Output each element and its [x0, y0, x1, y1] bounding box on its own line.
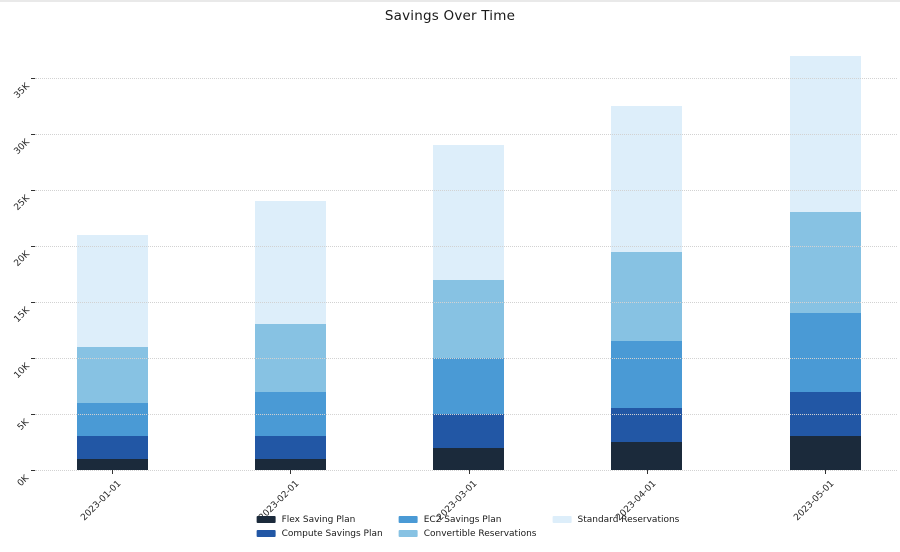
legend-item: Standard Reservations — [552, 514, 679, 525]
y-axis-tick — [31, 78, 35, 79]
legend-item: EC2 Savings Plan — [398, 514, 537, 525]
gridline — [35, 246, 897, 247]
bar-segment-1 — [433, 447, 505, 470]
gridline — [35, 78, 897, 79]
legend-label: EC2 Savings Plan — [423, 514, 502, 525]
bar-segment-5 — [789, 55, 861, 213]
chart-title: Savings Over Time — [384, 8, 516, 24]
bar-segment-3 — [433, 358, 505, 414]
legend-column: Flex Saving Plan Compute Savings Plan — [256, 514, 383, 539]
legend-column: Standard Reservations — [552, 514, 679, 525]
legend-item: Compute Savings Plan — [256, 528, 383, 539]
bar-segment-4 — [433, 279, 505, 358]
bar-segment-1 — [76, 458, 148, 470]
bar-segment-5 — [76, 234, 148, 347]
y-axis-tick — [31, 358, 35, 359]
legend-swatch-icon — [398, 516, 418, 523]
x-axis-tick — [112, 470, 114, 474]
gridline — [35, 414, 897, 415]
window-top-border — [0, 0, 900, 2]
x-axis-tick — [646, 470, 648, 474]
legend-swatch-icon — [398, 530, 418, 537]
legend-swatch-icon — [256, 530, 276, 537]
legend-item: Convertible Reservations — [398, 528, 537, 539]
gridline — [35, 302, 897, 303]
bar-segment-2 — [789, 391, 861, 437]
y-axis-tick — [31, 246, 35, 247]
bar-segment-4 — [76, 346, 148, 403]
bar-segment-2 — [76, 436, 148, 459]
bar-segment-5 — [433, 145, 505, 280]
bar-segment-5 — [611, 106, 683, 252]
bar-segment-3 — [789, 313, 861, 392]
legend-item: Flex Saving Plan — [256, 514, 383, 525]
bar-segment-2 — [433, 414, 505, 448]
bar-segment-3 — [76, 402, 148, 437]
bar-segment-4 — [611, 251, 683, 342]
x-axis-tick — [290, 470, 292, 474]
x-axis-tick — [468, 470, 470, 474]
bar-segment-2 — [254, 436, 326, 459]
legend-column: EC2 Savings Plan Convertible Reservations — [398, 514, 537, 539]
bar-segment-3 — [611, 341, 683, 409]
bar-segment-1 — [611, 442, 683, 470]
legend-label: Compute Savings Plan — [281, 528, 383, 539]
bar-segment-5 — [254, 201, 326, 325]
bar-segment-2 — [611, 408, 683, 442]
bar-segment-4 — [254, 324, 326, 392]
y-axis-tick — [31, 190, 35, 191]
gridline — [35, 134, 897, 135]
legend-swatch-icon — [552, 516, 572, 523]
y-axis-tick — [31, 470, 35, 471]
gridline — [35, 190, 897, 191]
bar-segment-3 — [254, 391, 326, 437]
legend-label: Convertible Reservations — [423, 528, 537, 539]
y-axis-tick — [31, 134, 35, 135]
legend-label: Flex Saving Plan — [281, 514, 356, 525]
y-axis-tick — [31, 414, 35, 415]
bar-segment-1 — [789, 436, 861, 470]
gridline — [35, 358, 897, 359]
legend-label: Standard Reservations — [577, 514, 680, 525]
bar-segment-4 — [789, 212, 861, 314]
legend: Flex Saving Plan Compute Savings Plan EC2 … — [256, 514, 679, 539]
gridline — [35, 470, 897, 471]
legend-swatch-icon — [256, 516, 276, 523]
bar-segment-1 — [254, 458, 326, 470]
y-axis-tick — [31, 302, 35, 303]
x-axis-tick — [825, 470, 827, 474]
